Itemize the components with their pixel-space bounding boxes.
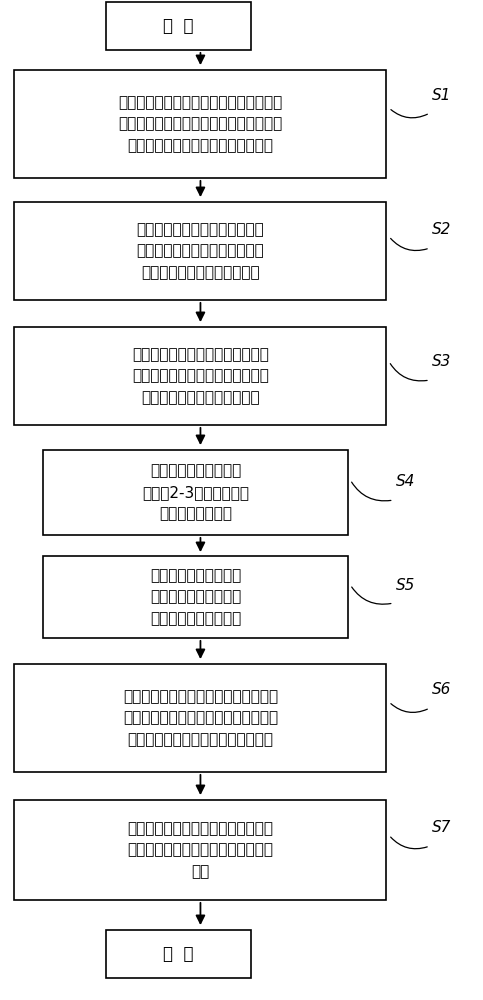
FancyBboxPatch shape — [14, 327, 386, 425]
Text: 在准备吊出盾构机的位置实施围护结构，
所述围护结构在盾构切削范围内的围护桩
采用低标号混凝土及玻璃纤维筋构筑: 在准备吊出盾构机的位置实施围护结构， 所述围护结构在盾构切削范围内的围护桩 采用… — [118, 95, 283, 153]
Text: S6: S6 — [432, 682, 452, 698]
Text: 在所述围护结构内开挖盾构井基坑至所
述盾构机的机底，且在开挖基坑的过程
中，在围护结构内侧壁向外打设锚索: 在所述围护结构内开挖盾构井基坑至所 述盾构机的机底，且在开挖基坑的过程 中，在围… — [123, 689, 278, 747]
Text: 在所述环管片内加设用
以提高基坑开挖过程中
管片稳定性的临时支撑: 在所述环管片内加设用 以提高基坑开挖过程中 管片稳定性的临时支撑 — [150, 568, 241, 626]
Text: S5: S5 — [396, 578, 415, 592]
Text: S3: S3 — [432, 355, 452, 369]
Text: 盾构机推进至围护结构后直接切削
所述围护结构的混凝土及玻璃纤维
筋，逐渐进入所述围护结构内: 盾构机推进至围护结构后直接切削 所述围护结构的混凝土及玻璃纤维 筋，逐渐进入所述… — [132, 347, 269, 405]
Text: S2: S2 — [432, 223, 452, 237]
Text: 所述盾构机在推进围护
结构内2-3环管片后停止
推进，封闭掌子面: 所述盾构机在推进围护 结构内2-3环管片后停止 推进，封闭掌子面 — [142, 463, 249, 522]
Text: S4: S4 — [396, 475, 415, 489]
FancyBboxPatch shape — [106, 930, 251, 978]
Text: S7: S7 — [432, 820, 452, 836]
FancyBboxPatch shape — [43, 450, 348, 535]
Text: 采用地层加固措施加固盾构机切
削围护结构的切削口部分，在所
述切削口内外两侧形成加固区: 采用地层加固措施加固盾构机切 削围护结构的切削口部分，在所 述切削口内外两侧形成… — [137, 222, 264, 280]
FancyBboxPatch shape — [14, 800, 386, 900]
Text: 结  束: 结 束 — [163, 945, 194, 963]
FancyBboxPatch shape — [14, 664, 386, 772]
Text: 开  始: 开 始 — [163, 17, 194, 35]
FancyBboxPatch shape — [14, 202, 386, 300]
FancyBboxPatch shape — [106, 2, 251, 50]
Text: 放坡开挖所述盾构机机底下方的土方
并构筑盾构机底座，最后吊出所述盾
构机: 放坡开挖所述盾构机机底下方的土方 并构筑盾构机底座，最后吊出所述盾 构机 — [128, 821, 273, 879]
FancyBboxPatch shape — [43, 556, 348, 638]
Text: S1: S1 — [432, 88, 452, 103]
FancyBboxPatch shape — [14, 70, 386, 178]
